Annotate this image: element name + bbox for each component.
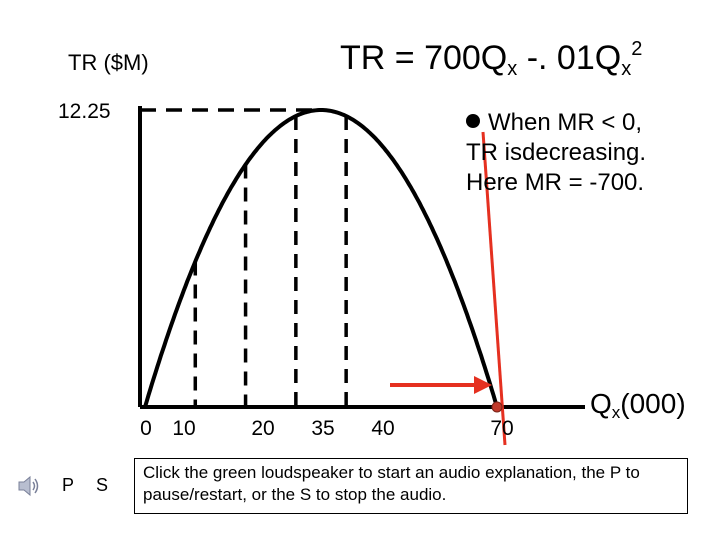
x-axis-label-main: Q bbox=[590, 388, 612, 419]
bullet-dot bbox=[466, 114, 480, 128]
formula-sub-1: x bbox=[507, 58, 518, 80]
x-tick-label: 0 bbox=[140, 417, 152, 440]
formula-lhs: TR = 700Q bbox=[340, 39, 508, 77]
bullet-note: When MR < 0, TR isdecreasing. Here MR = … bbox=[466, 108, 646, 198]
instructions-box: Click the green loudspeaker to start an … bbox=[134, 458, 688, 514]
bullet-line-3: Here MR = -700. bbox=[466, 169, 645, 196]
bullet-line-1: When MR < 0, bbox=[488, 109, 643, 136]
tr-formula: TR = 700Qx -. 01Qx2 bbox=[340, 38, 642, 81]
tangent-line bbox=[481, 131, 507, 446]
x-axis-label-sub: x bbox=[611, 403, 621, 422]
x-tick-label: 10 bbox=[172, 417, 195, 440]
tangent-point-marker bbox=[491, 401, 503, 413]
tr-curve bbox=[143, 108, 499, 408]
bullet-line-2: TR isdecreasing. bbox=[466, 139, 647, 166]
x-tick-label: 70 bbox=[490, 417, 513, 440]
pause-restart-button[interactable]: P bbox=[62, 475, 75, 495]
y-tick-label: 12.25 bbox=[58, 100, 111, 123]
x-axis-label-suffix: (000) bbox=[620, 388, 686, 419]
x-tick-label: 35 bbox=[311, 417, 334, 440]
formula-sup: 2 bbox=[631, 38, 643, 60]
stop-button[interactable]: S bbox=[96, 475, 109, 495]
x-axis-label: Qx(000) bbox=[590, 388, 686, 423]
x-tick-label: 40 bbox=[371, 417, 394, 440]
x-tick-label: 20 bbox=[251, 417, 274, 440]
formula-sub-2: x bbox=[621, 58, 632, 80]
speaker-icon[interactable] bbox=[16, 474, 42, 498]
pointer-arrow-head bbox=[474, 376, 492, 394]
formula-mid: -. 01Q bbox=[517, 39, 622, 77]
audio-controls: P S bbox=[16, 472, 126, 500]
y-axis-label: TR ($M) bbox=[68, 50, 149, 75]
